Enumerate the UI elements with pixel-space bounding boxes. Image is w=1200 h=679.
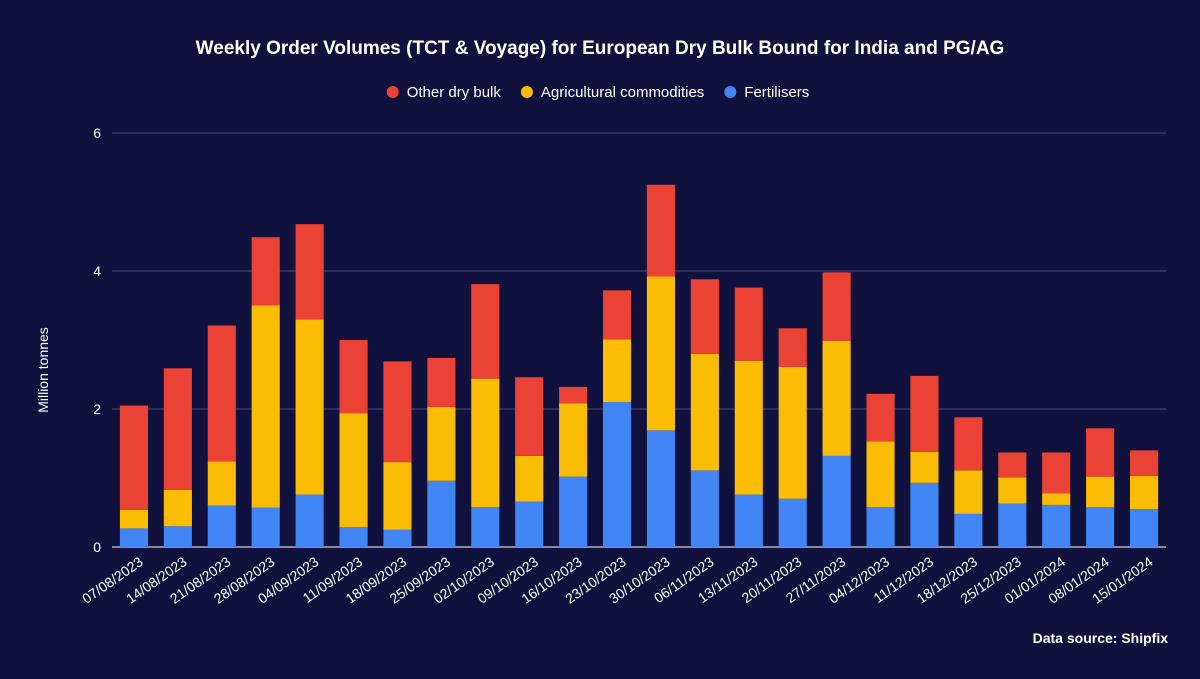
bar-agricultural-commodities: [163, 489, 192, 527]
bar-fertilisers: [1086, 506, 1115, 547]
bars: [119, 184, 1159, 547]
bar-other-dry-bulk: [119, 405, 149, 510]
bar-fertilisers: [339, 526, 368, 547]
legend-label: Fertilisers: [744, 84, 809, 101]
bar-fertilisers: [646, 430, 676, 547]
bar-fertilisers: [910, 482, 939, 547]
bar-other-dry-bulk: [295, 224, 324, 320]
bar-other-dry-bulk: [954, 417, 983, 471]
bar-agricultural-commodities: [602, 339, 632, 403]
bar-fertilisers: [822, 455, 851, 547]
bar-fertilisers: [602, 402, 632, 547]
y-axis-title: Million tonnes: [35, 327, 51, 413]
bar-agricultural-commodities: [427, 406, 456, 481]
bar-agricultural-commodities: [515, 455, 544, 502]
legend-item: Other dry bulk: [386, 84, 502, 101]
y-tick-label: 4: [93, 263, 101, 279]
bar-fertilisers: [1129, 509, 1159, 547]
bar-fertilisers: [998, 503, 1027, 547]
chart-title: Weekly Order Volumes (TCT & Voyage) for …: [196, 38, 1005, 59]
bar-agricultural-commodities: [954, 470, 983, 514]
bar-other-dry-bulk: [602, 290, 632, 340]
bar-agricultural-commodities: [207, 461, 236, 506]
bar-fertilisers: [778, 498, 807, 547]
x-axis-ticks: 07/08/202314/08/202321/08/202328/08/2023…: [79, 553, 1156, 606]
bar-other-dry-bulk: [515, 377, 544, 456]
bar-other-dry-bulk: [778, 328, 807, 367]
bar-fertilisers: [734, 494, 763, 547]
y-tick-label: 0: [93, 539, 101, 555]
bar-fertilisers: [866, 506, 895, 547]
bar-other-dry-bulk: [427, 357, 456, 407]
bar-other-dry-bulk: [690, 279, 719, 354]
bar-fertilisers: [559, 476, 588, 547]
bar-fertilisers: [515, 501, 544, 547]
bar-agricultural-commodities: [1129, 475, 1159, 510]
bar-other-dry-bulk: [383, 361, 412, 463]
bar-other-dry-bulk: [998, 452, 1027, 478]
legend-swatch: [520, 86, 533, 98]
bar-agricultural-commodities: [339, 413, 368, 527]
data-source-note: Data source: Shipfix: [1033, 630, 1169, 646]
legend-swatch: [724, 86, 737, 98]
bar-other-dry-bulk: [1129, 450, 1159, 476]
bar-agricultural-commodities: [778, 366, 807, 499]
bar-agricultural-commodities: [1042, 493, 1071, 505]
bar-other-dry-bulk: [866, 393, 895, 442]
bar-agricultural-commodities: [471, 378, 500, 507]
bar-fertilisers: [383, 529, 412, 547]
bar-fertilisers: [1042, 504, 1071, 547]
gridlines: [112, 132, 1166, 548]
bar-other-dry-bulk: [1042, 452, 1071, 494]
bar-other-dry-bulk: [163, 368, 192, 490]
legend: Other dry bulk Agricultural commodities Fe…: [386, 84, 809, 101]
y-tick-label: 2: [93, 401, 101, 417]
bar-agricultural-commodities: [910, 451, 939, 483]
bar-agricultural-commodities: [866, 441, 895, 507]
bar-other-dry-bulk: [646, 184, 676, 277]
bar-fertilisers: [427, 480, 456, 547]
bar-agricultural-commodities: [690, 353, 719, 471]
bar-fertilisers: [295, 494, 324, 547]
y-axis-ticks: 0 2 4 6: [93, 125, 101, 555]
bar-fertilisers: [471, 506, 500, 547]
bar-agricultural-commodities: [559, 403, 588, 477]
legend-label: Agricultural commodities: [541, 84, 704, 101]
legend-label: Other dry bulk: [407, 84, 502, 101]
bar-fertilisers: [207, 505, 236, 547]
bar-agricultural-commodities: [1086, 476, 1115, 507]
bar-fertilisers: [119, 528, 149, 547]
bar-agricultural-commodities: [646, 276, 676, 431]
bar-agricultural-commodities: [383, 462, 412, 530]
bar-fertilisers: [954, 513, 983, 547]
bar-other-dry-bulk: [910, 375, 939, 452]
bar-other-dry-bulk: [251, 237, 280, 306]
bar-other-dry-bulk: [559, 386, 588, 404]
bar-fertilisers: [163, 526, 192, 547]
bar-agricultural-commodities: [998, 477, 1027, 504]
bar-agricultural-commodities: [119, 509, 149, 529]
bar-fertilisers: [251, 507, 280, 547]
bar-fertilisers: [690, 470, 719, 547]
bar-agricultural-commodities: [822, 340, 851, 456]
bar-other-dry-bulk: [471, 284, 500, 379]
legend-item: Agricultural commodities: [520, 84, 704, 101]
bar-other-dry-bulk: [734, 287, 763, 361]
bar-other-dry-bulk: [339, 340, 368, 414]
bar-other-dry-bulk: [1086, 428, 1115, 477]
bar-agricultural-commodities: [295, 319, 324, 495]
bar-other-dry-bulk: [822, 272, 851, 341]
legend-item: Fertilisers: [724, 84, 809, 101]
bar-agricultural-commodities: [734, 360, 763, 495]
bar-agricultural-commodities: [251, 305, 280, 508]
bar-other-dry-bulk: [207, 325, 236, 462]
legend-swatch: [386, 86, 399, 98]
y-tick-label: 6: [93, 125, 101, 141]
